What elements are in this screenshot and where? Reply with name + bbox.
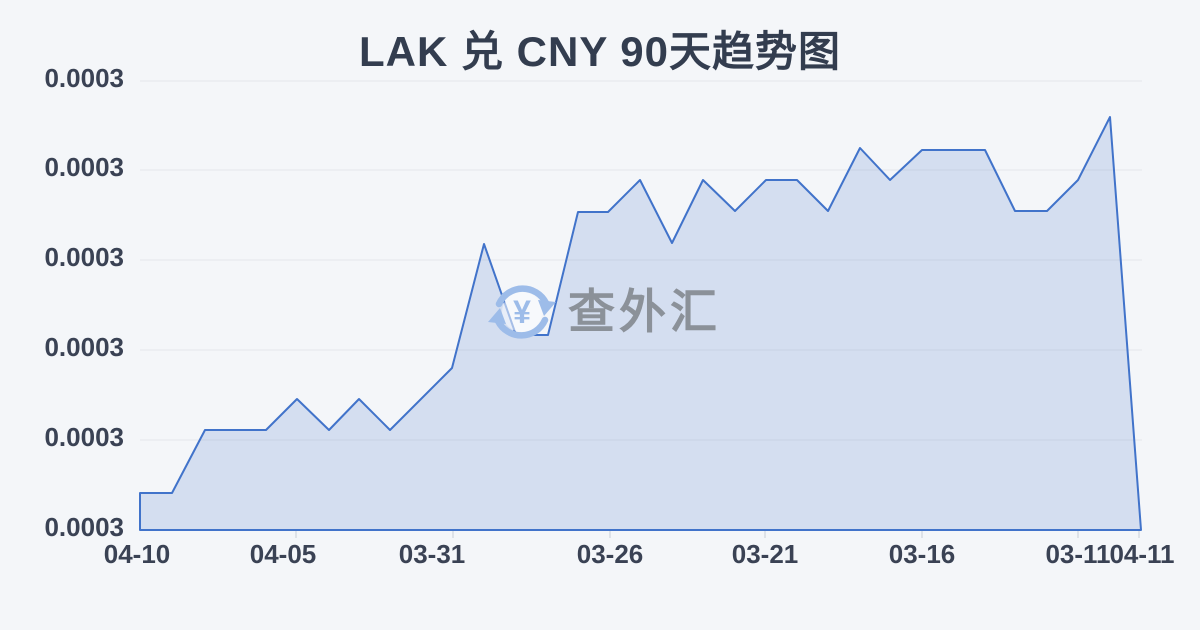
y-tick-label: 0.0003 [44, 422, 124, 452]
area-series [139, 116, 1142, 531]
y-tick-label: 0.0003 [44, 242, 124, 272]
exchange-arrowhead-left [488, 308, 506, 324]
exchange-arrow-bottom [494, 316, 549, 339]
x-tick-label: 03-26 [577, 539, 644, 569]
x-tick-label: 03-11 [1045, 539, 1110, 569]
x-tick-label: 04-10 [104, 539, 171, 569]
watermark-text: 查外汇 [568, 285, 721, 338]
y-tick-label: 0.0003 [44, 512, 124, 542]
x-tick-label: 03-31 [399, 539, 466, 569]
y-tick-label: 0.0003 [44, 152, 124, 182]
x-tick-label: 04-05 [250, 539, 317, 569]
y-tick-label: 0.0003 [44, 63, 124, 93]
watermark-icon-bg [502, 292, 542, 332]
exchange-arrowhead-right [538, 300, 556, 316]
chart-title: LAK 兑 CNY 90天趋势图 [359, 28, 841, 75]
watermark-symbol: ¥ [513, 294, 531, 330]
exchange-arrow-top [495, 285, 550, 308]
x-tick-label: 03-16 [889, 539, 956, 569]
y-tick-label: 0.0003 [44, 332, 124, 362]
watermark: ¥ 查外汇 [486, 276, 721, 348]
x-tick-label: 03-21 [732, 539, 799, 569]
currency-exchange-icon: ¥ [488, 285, 556, 339]
x-tick-label: 04-11 [1109, 539, 1174, 569]
